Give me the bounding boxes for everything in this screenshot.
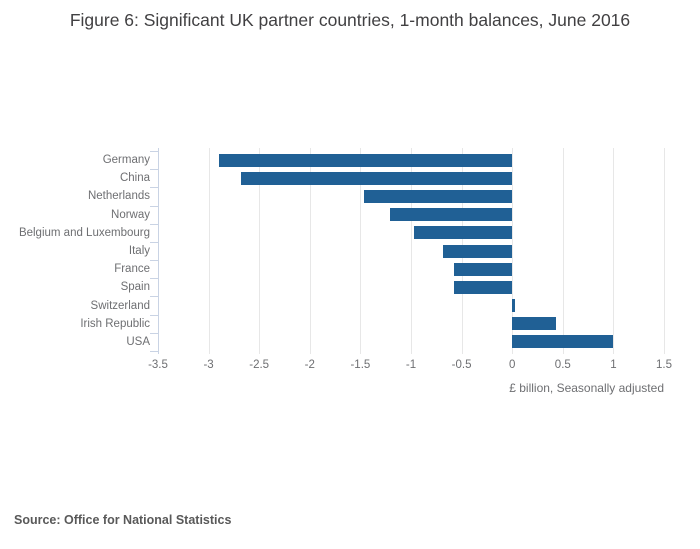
y-axis-tick — [150, 169, 158, 170]
chart-title: Figure 6: Significant UK partner countri… — [69, 10, 631, 30]
x-tick-label: -3 — [203, 359, 214, 371]
gridline — [360, 148, 361, 354]
x-tick-label: -2 — [304, 359, 315, 371]
gridline — [613, 148, 614, 354]
y-axis-tick — [150, 260, 158, 261]
x-tick-label: 1 — [610, 359, 617, 371]
gridline — [563, 148, 564, 354]
gridline — [512, 148, 513, 354]
gridline — [259, 148, 260, 354]
y-axis-line — [158, 148, 159, 354]
category-label: Switzerland — [90, 299, 150, 312]
x-tick-label: 0.5 — [554, 359, 571, 371]
bar — [512, 335, 614, 349]
y-axis-tick — [150, 224, 158, 225]
x-tick-label: 1.5 — [656, 359, 672, 371]
x-tick-label: -1.5 — [350, 359, 371, 371]
y-axis-tick — [150, 151, 158, 152]
bar — [443, 244, 513, 258]
gridline — [310, 148, 311, 354]
y-axis-tick — [150, 296, 158, 297]
y-axis-tick — [150, 242, 158, 243]
x-tick-label: -3.5 — [148, 359, 168, 371]
bar — [240, 171, 513, 185]
bar — [512, 317, 556, 331]
bar — [453, 280, 513, 294]
gridline — [664, 148, 665, 354]
source-note: Source: Office for National Statistics — [14, 513, 232, 527]
x-tick-label: 0 — [508, 359, 516, 371]
category-label: Irish Republic — [80, 317, 150, 330]
category-label: Netherlands — [87, 190, 150, 203]
category-label: Italy — [128, 245, 150, 257]
bar — [389, 208, 513, 222]
plot-area: £ billion, Seasonally adjusted -3.5 -3 -2.… — [18, 148, 672, 395]
y-axis-tick — [150, 206, 158, 207]
category-label: Spain — [120, 281, 150, 294]
x-tick-label: -1 — [405, 359, 417, 371]
y-axis-tick — [150, 315, 158, 316]
category-label: Germany — [102, 154, 150, 167]
bar — [512, 299, 516, 313]
bar — [218, 153, 513, 167]
gridline — [209, 148, 210, 354]
x-tick-label: -0.5 — [451, 359, 472, 371]
y-axis-tick — [150, 187, 158, 188]
category-label: France — [114, 263, 150, 276]
category-label: China — [119, 172, 150, 185]
y-axis-tick — [150, 351, 158, 352]
category-label: Norway — [111, 208, 150, 221]
x-axis-title: £ billion, Seasonally adjusted — [509, 381, 664, 395]
x-tick-label: -2.5 — [249, 359, 270, 371]
category-label: USA — [126, 335, 150, 348]
category-label: Belgium and Luxembourg — [18, 226, 150, 239]
bar — [414, 226, 513, 240]
bar — [453, 262, 513, 276]
y-axis-tick — [150, 333, 158, 334]
bar — [364, 189, 513, 203]
gridline — [411, 148, 412, 354]
y-axis-tick — [150, 278, 158, 279]
